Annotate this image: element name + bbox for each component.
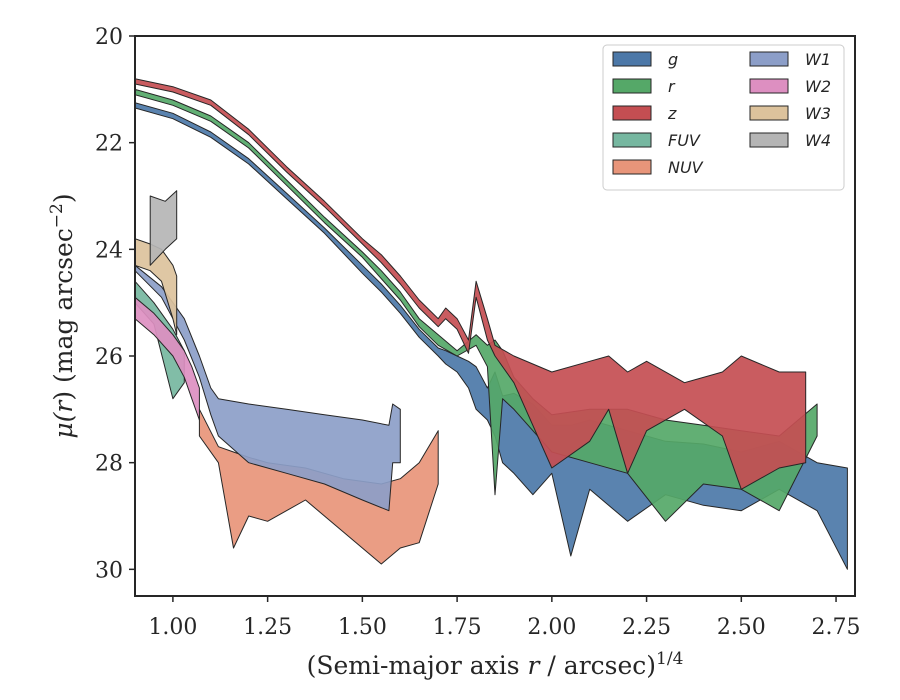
legend: grz FUV NUV W1 W2 W3 W4 [602,44,845,191]
x-axis-title: (Semi-major axis r / arcsec)1/4 [307,649,684,680]
x-tick-label: 2.50 [717,615,766,640]
x-tick-label: 1.25 [243,615,292,640]
profile-bands [135,78,848,570]
legend-label-w3: W3 [805,104,831,123]
legend-swatch-fuv [612,132,652,148]
band-z [135,78,807,490]
y-tick-label: 24 [95,238,123,263]
x-tick-label: 2.25 [622,615,671,640]
legend-label-r: r [668,77,676,96]
legend-label-nuv: NUV [668,158,704,177]
x-tick-label: 2.00 [527,615,576,640]
plot-frame [134,35,856,597]
legend-label-z: z [667,104,677,123]
band-w4 [149,190,178,266]
legend-label-w4: W4 [805,131,831,150]
legend-label-g: g [668,50,678,69]
x-tick-label: 1.50 [338,615,387,640]
x-axis-ticks: 1.00 1.25 1.50 1.75 2.00 2.25 2.50 2.75 [148,596,861,640]
band-w2 [135,296,200,421]
legend-swatch-r [612,78,652,94]
legend-swatch-nuv [612,159,652,175]
legend-swatch-w4 [749,132,789,148]
y-tick-label: 30 [95,558,123,583]
y-tick-label: 22 [95,132,123,157]
legend-label-w1: W1 [805,50,831,69]
legend-swatch-w2 [749,78,789,94]
x-tick-label: 1.75 [433,615,482,640]
x-tick-label: 1.00 [148,615,197,640]
y-axis-ticks: 20 22 24 26 28 30 [95,25,135,583]
legend-label-w2: W2 [805,77,831,96]
legend-swatch-w1 [749,51,789,67]
y-tick-label: 28 [95,452,123,477]
x-tick-label: 2.75 [812,615,861,640]
y-tick-label: 26 [95,345,123,370]
legend-swatch-g [612,51,652,67]
y-axis-title: μ(r) (mag arcsec−2) [47,193,78,438]
band-w1 [135,264,401,512]
legend-swatch-z [612,105,652,121]
legend-label-fuv: FUV [668,131,701,150]
y-tick-label: 20 [95,25,123,50]
legend-swatch-w3 [749,105,789,121]
